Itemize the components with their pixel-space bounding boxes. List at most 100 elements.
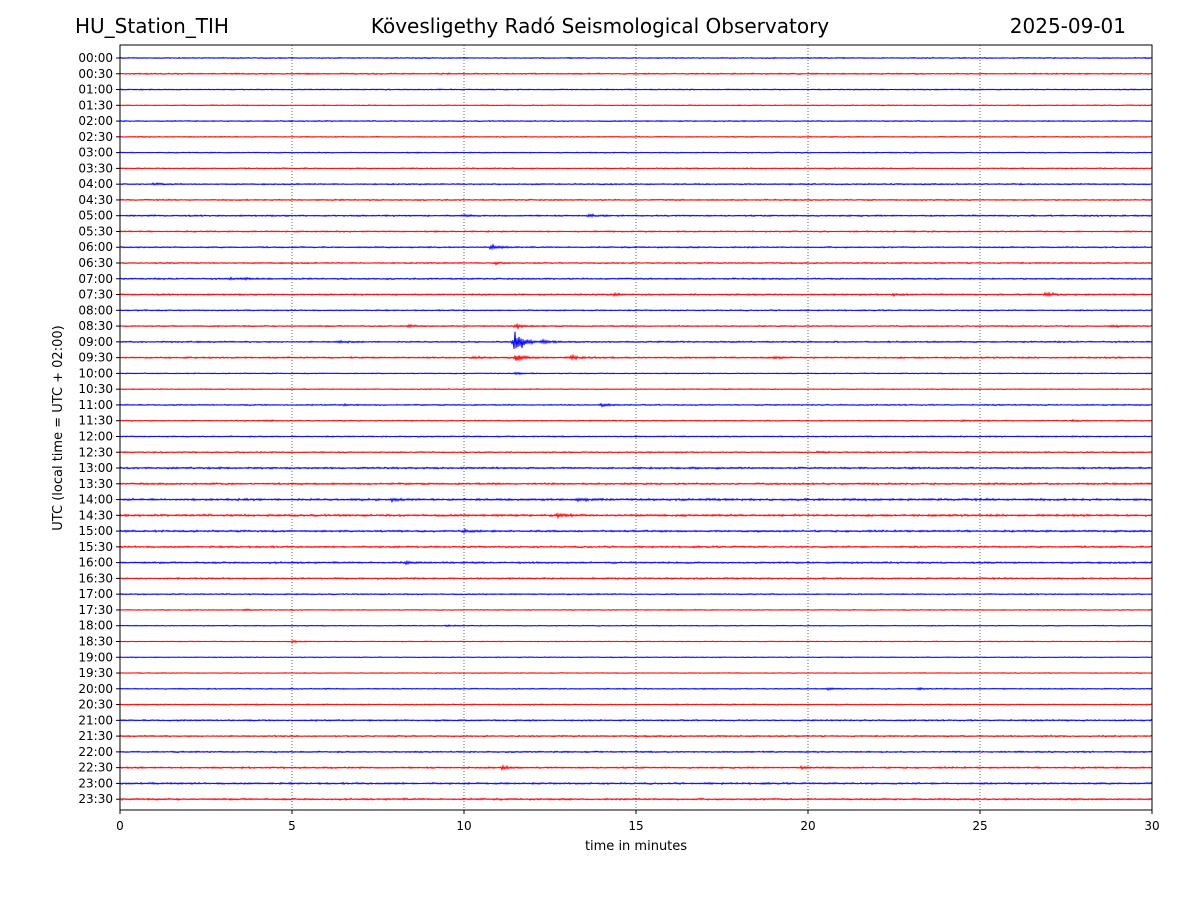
trace-0900 — [119, 331, 1153, 349]
x-axis: 0 5 10 15 20 25 30 — [116, 810, 1160, 833]
station-label: HU_Station_TIH — [75, 14, 229, 38]
y-tick-label: 11:30 — [78, 414, 113, 428]
trace-1000 — [119, 371, 1153, 376]
trace-2300 — [119, 781, 1153, 786]
trace-1730 — [119, 608, 1153, 612]
y-tick-label: 15:00 — [78, 524, 113, 538]
y-tick-label: 03:30 — [78, 161, 113, 175]
trace-0400 — [119, 181, 1153, 186]
trace-1300 — [119, 466, 1153, 470]
y-tick-label: 17:30 — [78, 603, 113, 617]
trace-0830 — [119, 322, 1153, 331]
y-tick-label: 19:00 — [78, 650, 113, 664]
y-tick-label: 10:00 — [78, 366, 113, 380]
y-tick-label: 20:00 — [78, 682, 113, 696]
trace-0330 — [119, 167, 1153, 170]
trace-0700 — [119, 276, 1153, 281]
y-tick-label: 08:00 — [78, 303, 113, 317]
y-tick-label: 00:00 — [78, 51, 113, 65]
trace-2000 — [119, 686, 1153, 691]
trace-1700 — [119, 592, 1153, 596]
y-tick-label: 07:00 — [78, 272, 113, 286]
x-tick-label: 0 — [116, 819, 124, 833]
y-tick-label: 22:30 — [78, 761, 113, 775]
trace-0630 — [119, 261, 1153, 266]
y-tick-label: 03:00 — [78, 146, 113, 160]
y-tick-label: 16:00 — [78, 556, 113, 570]
y-tick-label: 21:30 — [78, 729, 113, 743]
x-tick-label: 30 — [1144, 819, 1159, 833]
trace-1800 — [119, 624, 1153, 628]
y-tick-label: 06:00 — [78, 240, 113, 254]
y-tick-label: 19:30 — [78, 666, 113, 680]
y-tick-label: 10:30 — [78, 382, 113, 396]
y-tick-label: 13:30 — [78, 477, 113, 491]
y-tick-label: 23:00 — [78, 776, 113, 790]
trace-0730 — [119, 291, 1153, 298]
trace-0230 — [119, 135, 1153, 139]
trace-0000 — [119, 56, 1153, 60]
trace-0530 — [119, 229, 1153, 234]
trace-2100 — [119, 718, 1153, 722]
y-tick-label: 01:00 — [78, 83, 113, 97]
y-tick-label: 18:00 — [78, 619, 113, 633]
y-tick-label: 09:30 — [78, 351, 113, 365]
grid — [291, 45, 981, 810]
trace-1100 — [119, 402, 1153, 408]
y-tick-label: 14:00 — [78, 493, 113, 507]
y-tick-label: 04:30 — [78, 193, 113, 207]
trace-1600 — [119, 559, 1153, 566]
trace-1930 — [119, 671, 1153, 675]
x-tick-label: 10 — [456, 819, 471, 833]
y-tick-label: 00:30 — [78, 67, 113, 81]
x-tick-label: 25 — [972, 819, 987, 833]
y-tick-label: 17:00 — [78, 587, 113, 601]
y-tick-label: 11:00 — [78, 398, 113, 412]
trace-1900 — [119, 656, 1153, 659]
trace-0430 — [119, 198, 1153, 202]
y-tick-label: 01:30 — [78, 98, 113, 112]
trace-2030 — [119, 703, 1153, 706]
trace-1330 — [119, 481, 1153, 486]
y-tick-label: 12:30 — [78, 445, 113, 459]
y-tick-label: 07:30 — [78, 288, 113, 302]
date-label: 2025-09-01 — [1009, 14, 1126, 38]
y-axis-label: UTC (local time = UTC + 02:00) — [51, 325, 66, 530]
trace-0130 — [119, 104, 1153, 107]
trace-0300 — [119, 151, 1153, 154]
y-tick-label: 05:30 — [78, 224, 113, 238]
x-tick-label: 5 — [288, 819, 296, 833]
trace-1030 — [119, 387, 1153, 391]
trace-1200 — [119, 435, 1153, 438]
y-tick-label: 04:00 — [78, 177, 113, 191]
trace-2200 — [119, 750, 1153, 754]
trace-1130 — [119, 418, 1153, 423]
y-tick-label: 13:00 — [78, 461, 113, 475]
y-tick-label: 05:00 — [78, 209, 113, 223]
y-tick-label: 06:30 — [78, 256, 113, 270]
trace-0930 — [119, 353, 1153, 362]
trace-1230 — [119, 450, 1153, 454]
trace-1400 — [119, 497, 1153, 504]
trace-0500 — [119, 213, 1153, 218]
trace-1830 — [119, 639, 1153, 644]
y-tick-label: 15:30 — [78, 540, 113, 554]
chart-title: Kövesligethy Radó Seismological Observat… — [370, 14, 830, 38]
trace-2130 — [119, 734, 1153, 738]
trace-1500 — [119, 527, 1153, 535]
y-tick-label: 22:00 — [78, 745, 113, 759]
trace-0100 — [119, 88, 1153, 91]
trace-1630 — [119, 576, 1153, 581]
y-tick-label: 14:30 — [78, 508, 113, 522]
trace-0800 — [119, 308, 1153, 312]
y-tick-label: 09:00 — [78, 335, 113, 349]
x-tick-label: 20 — [800, 819, 815, 833]
y-tick-label: 12:00 — [78, 429, 113, 443]
trace-0600 — [119, 242, 1153, 251]
x-axis-label: time in minutes — [585, 839, 687, 854]
y-tick-label: 02:00 — [78, 114, 113, 128]
trace-2230 — [119, 764, 1153, 772]
trace-0030 — [119, 72, 1153, 76]
y-tick-label: 20:30 — [78, 698, 113, 712]
x-tick-label: 15 — [628, 819, 643, 833]
